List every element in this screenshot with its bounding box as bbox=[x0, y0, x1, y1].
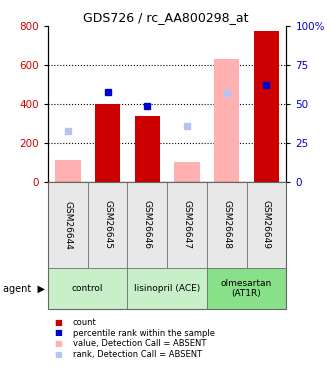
Text: rank, Detection Call = ABSENT: rank, Detection Call = ABSENT bbox=[73, 350, 202, 358]
Text: GDS726 / rc_AA800298_at: GDS726 / rc_AA800298_at bbox=[83, 11, 248, 24]
Text: ■: ■ bbox=[55, 318, 63, 327]
Text: agent  ▶: agent ▶ bbox=[3, 284, 45, 294]
Text: olmesartan
(AT1R): olmesartan (AT1R) bbox=[221, 279, 272, 298]
Text: ■: ■ bbox=[55, 328, 63, 338]
Text: GSM26648: GSM26648 bbox=[222, 201, 231, 249]
Text: count: count bbox=[73, 318, 97, 327]
Text: GSM26646: GSM26646 bbox=[143, 201, 152, 249]
Bar bbox=[135, 116, 160, 182]
Text: lisinopril (ACE): lisinopril (ACE) bbox=[134, 284, 200, 293]
Text: GSM26645: GSM26645 bbox=[103, 201, 112, 249]
Text: ■: ■ bbox=[55, 350, 63, 358]
Text: control: control bbox=[72, 284, 104, 293]
Text: GSM26644: GSM26644 bbox=[63, 201, 72, 249]
Bar bbox=[55, 160, 80, 182]
Text: GSM26647: GSM26647 bbox=[182, 201, 192, 249]
Bar bbox=[95, 104, 120, 182]
Bar bbox=[254, 31, 279, 182]
Text: percentile rank within the sample: percentile rank within the sample bbox=[73, 328, 215, 338]
Text: value, Detection Call = ABSENT: value, Detection Call = ABSENT bbox=[73, 339, 206, 348]
Bar bbox=[174, 162, 200, 182]
Bar bbox=[214, 59, 239, 182]
Text: GSM26649: GSM26649 bbox=[262, 201, 271, 249]
Text: ■: ■ bbox=[55, 339, 63, 348]
